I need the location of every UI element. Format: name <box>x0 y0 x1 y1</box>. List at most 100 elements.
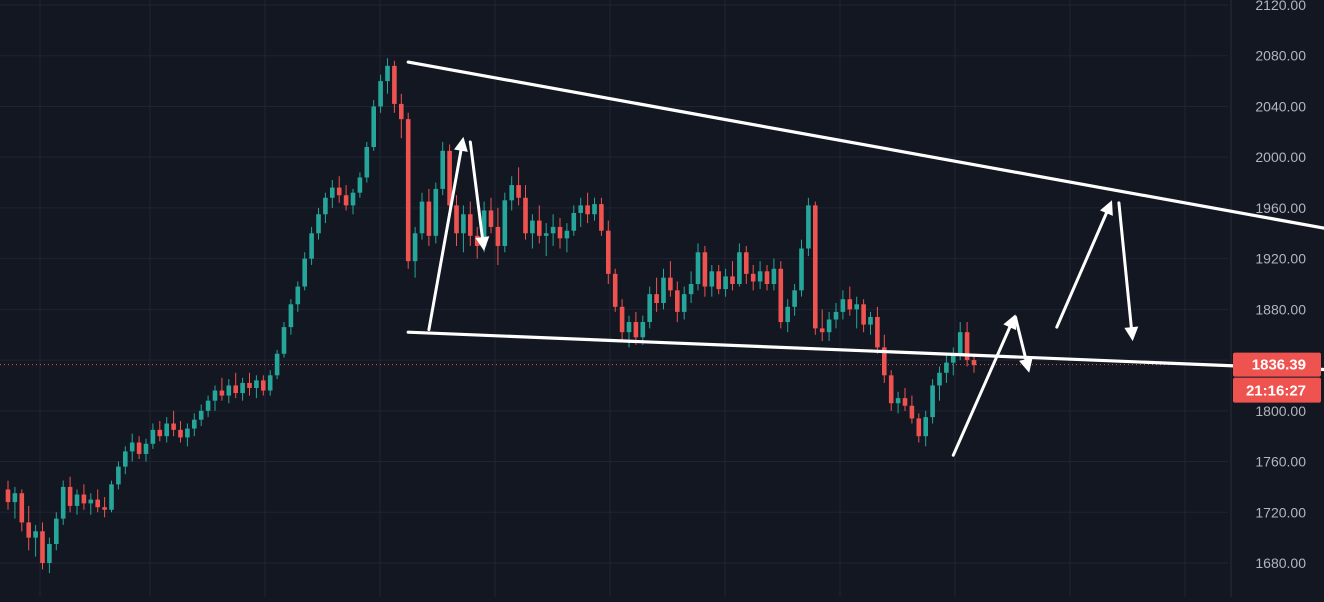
candle <box>67 476 73 513</box>
candle-body <box>626 322 632 333</box>
candle <box>771 258 777 291</box>
candle <box>971 353 977 373</box>
candle <box>964 322 970 367</box>
candle <box>895 391 901 414</box>
candle <box>364 141 370 183</box>
candle <box>5 480 11 510</box>
candle <box>336 176 342 203</box>
candle-body <box>888 375 894 404</box>
candle <box>716 264 721 295</box>
candle <box>47 537 52 574</box>
candle-body <box>474 235 480 246</box>
candle-body <box>840 299 846 312</box>
candle <box>302 252 307 291</box>
candle <box>54 512 59 551</box>
candle <box>640 315 646 345</box>
candle <box>599 197 604 236</box>
candle-body <box>530 220 535 234</box>
candle <box>550 214 556 246</box>
candle <box>647 286 652 329</box>
candle-body <box>468 214 473 236</box>
candle <box>192 413 197 437</box>
candle <box>709 264 715 297</box>
candle-body <box>488 210 494 227</box>
candle-body <box>33 531 38 538</box>
candle-body <box>261 380 266 391</box>
candle <box>585 192 590 224</box>
candle <box>274 349 280 380</box>
candle-body <box>440 150 445 189</box>
candle-body <box>702 252 708 287</box>
arrow-head <box>1019 357 1033 373</box>
candle-body <box>537 220 542 236</box>
candle <box>502 192 508 253</box>
candle-body <box>923 417 928 437</box>
arrow-drawing <box>427 136 468 332</box>
last-price-badge-bg <box>1233 352 1321 377</box>
candle <box>530 214 535 249</box>
candle-body <box>495 226 501 246</box>
arrow-shaft <box>1117 201 1133 329</box>
candle <box>109 480 114 513</box>
candle <box>95 489 100 513</box>
candle-body <box>847 299 853 310</box>
candle-body <box>267 375 273 391</box>
candle <box>378 74 383 113</box>
candle-body <box>247 382 252 388</box>
candle-body <box>951 355 956 363</box>
candle <box>240 377 245 401</box>
candle <box>412 226 418 278</box>
candle <box>371 100 376 151</box>
candle-body <box>730 276 735 284</box>
candle <box>888 370 894 411</box>
candle <box>454 195 459 246</box>
candle-body <box>909 405 915 419</box>
price-tick-label: 1720.00 <box>1255 504 1306 520</box>
candle-body <box>164 423 169 437</box>
candle-body <box>792 290 797 307</box>
candle-body <box>378 81 383 107</box>
candle <box>12 486 18 519</box>
candle <box>447 144 452 215</box>
candle-body <box>806 205 811 249</box>
candle-body <box>585 205 590 215</box>
candle <box>875 306 880 354</box>
candle-body <box>88 499 94 504</box>
candle <box>150 423 156 449</box>
candle <box>661 268 666 310</box>
candle <box>778 261 784 329</box>
last-price-label: 1836.39 <box>1252 357 1306 374</box>
candle-body <box>371 106 376 148</box>
candle-body <box>419 201 425 234</box>
candle <box>185 423 190 447</box>
arrow-shaft <box>1013 315 1028 361</box>
candle-body <box>316 214 321 234</box>
candle-body <box>744 252 749 274</box>
candle <box>847 286 853 316</box>
price-tick-label: 1680.00 <box>1255 555 1306 571</box>
countdown-label: 21:16:27 <box>1246 383 1306 400</box>
candle <box>806 197 811 257</box>
candle-body <box>109 484 114 510</box>
candle <box>143 438 149 462</box>
price-tick-label: 2080.00 <box>1255 48 1306 64</box>
candle-body <box>226 385 232 396</box>
candle <box>198 404 204 427</box>
candle <box>902 387 908 411</box>
candle <box>288 299 294 335</box>
candle-body <box>309 233 314 259</box>
candle <box>564 223 570 253</box>
candle-body <box>185 428 190 438</box>
candle <box>267 370 273 396</box>
candle-body <box>254 380 259 388</box>
candle <box>633 311 639 345</box>
candle <box>750 264 756 291</box>
candle-body <box>654 294 659 304</box>
candle <box>433 182 439 244</box>
arrow-drawing <box>1013 315 1033 373</box>
candle <box>295 281 301 312</box>
candle <box>350 188 356 215</box>
price-axis[interactable]: 2120.00 2080.00 2040.00 2000.00 1960.00 1920.… <box>1255 0 1306 571</box>
